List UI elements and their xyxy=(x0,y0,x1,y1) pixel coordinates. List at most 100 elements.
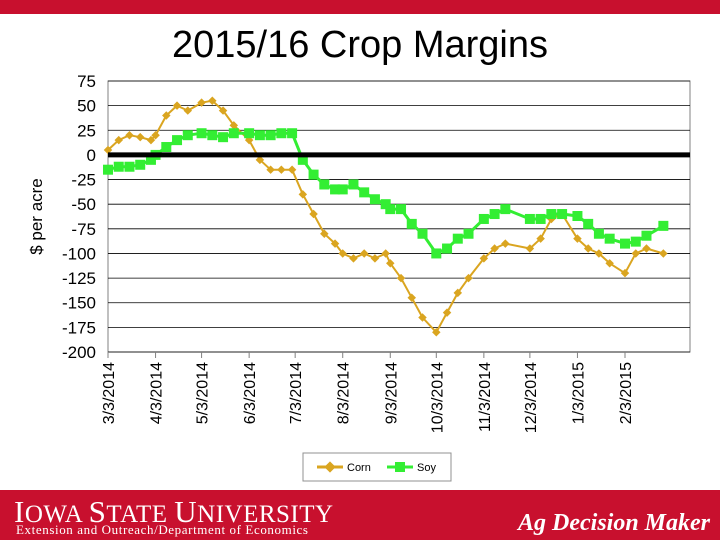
soy-point xyxy=(276,128,287,139)
legend-label: Corn xyxy=(347,462,371,474)
soy-point xyxy=(557,209,568,220)
corn-point xyxy=(381,249,390,258)
x-tick-label: 8/3/2014 xyxy=(336,362,353,424)
soy-point xyxy=(135,159,146,170)
corn-point xyxy=(172,101,182,110)
corn-point xyxy=(620,268,630,278)
corn-point xyxy=(418,313,427,322)
corn-point xyxy=(298,190,308,199)
corn-point xyxy=(114,135,123,145)
corn-point xyxy=(432,328,441,337)
soy-point xyxy=(265,130,276,141)
soy-point xyxy=(500,204,511,215)
soy-point xyxy=(330,184,341,195)
soy-point xyxy=(182,130,193,141)
corn-point xyxy=(151,130,160,140)
x-tick-label: 2/3/2015 xyxy=(618,362,635,424)
soy-point xyxy=(452,233,463,244)
corn-point xyxy=(464,273,473,283)
legend-marker-corn xyxy=(324,461,336,473)
corn-point xyxy=(386,259,395,268)
brand-logo: Ag Decision Maker xyxy=(518,510,710,536)
corn-point xyxy=(162,111,171,120)
corn-point xyxy=(396,273,406,283)
footer-subtitle: Extension and Outreach/Department of Eco… xyxy=(16,522,309,537)
y-tick-label: -175 xyxy=(62,318,96,337)
y-tick-label: -75 xyxy=(71,220,96,239)
soy-point xyxy=(524,213,535,224)
soy-point xyxy=(396,204,407,215)
legend-label: Soy xyxy=(417,462,436,474)
corn-point xyxy=(338,249,347,258)
y-tick-label: -50 xyxy=(71,195,96,214)
corn-point xyxy=(349,254,358,263)
corn-point xyxy=(359,249,369,258)
soy-point xyxy=(103,164,113,175)
page-title: 2015/16 Crop Margins xyxy=(172,24,548,66)
corn-point xyxy=(183,106,193,115)
corn-point xyxy=(442,308,452,317)
footer-bar xyxy=(0,490,720,540)
corn-point xyxy=(479,254,489,263)
plot-area xyxy=(107,80,691,353)
soy-point xyxy=(348,179,359,190)
soy-point xyxy=(207,130,218,141)
x-tick-label: 9/3/2014 xyxy=(383,362,400,424)
corn-point xyxy=(320,229,329,238)
corn-point xyxy=(197,98,206,107)
x-tick-label: 11/3/2014 xyxy=(477,362,494,432)
crop-margins-chart: 75 50 25 0 -25 -50 -75 -100 -125 -150 -175 -200 $ pe… xyxy=(27,72,691,482)
y-tick-label: 25 xyxy=(77,121,96,140)
x-tick-label: 3/3/2014 xyxy=(101,362,118,424)
corn-point xyxy=(146,135,156,145)
soy-point xyxy=(113,161,124,172)
corn-point xyxy=(407,293,416,303)
x-tick-label: 5/3/2014 xyxy=(195,362,212,424)
top-accent-bar xyxy=(0,0,720,14)
soy-point xyxy=(161,142,172,153)
corn-point xyxy=(103,145,113,155)
soy-point xyxy=(658,220,669,231)
soy-point xyxy=(196,128,207,139)
y-tick-label: -100 xyxy=(62,244,96,263)
soy-point xyxy=(417,228,428,239)
corn-point xyxy=(266,165,275,174)
soy-point xyxy=(244,128,255,139)
soy-point xyxy=(337,184,348,195)
soy-point xyxy=(385,204,396,215)
corn-point xyxy=(330,239,340,248)
soy-point xyxy=(442,243,453,254)
soy-point xyxy=(319,179,330,190)
soy-point xyxy=(478,213,489,224)
corn-point xyxy=(605,259,614,268)
corn-point xyxy=(208,96,217,105)
y-tick-label: -150 xyxy=(62,294,96,313)
corn-point xyxy=(370,254,380,263)
university-logo: IOWA STATE UNIVERSITY xyxy=(14,494,334,529)
x-tick-label: 4/3/2014 xyxy=(149,362,166,424)
corn-point xyxy=(501,239,510,248)
legend-marker-soy xyxy=(395,462,405,472)
soy-point xyxy=(630,236,641,247)
soy-point xyxy=(297,154,308,165)
soy-point xyxy=(431,248,442,259)
soy-point xyxy=(369,194,380,205)
corn-point xyxy=(135,132,145,142)
corn-point xyxy=(453,288,463,298)
y-tick-label: -200 xyxy=(62,343,96,362)
soy-point xyxy=(308,169,319,180)
y-tick-label: 50 xyxy=(77,97,96,116)
y-tick-label: 75 xyxy=(77,72,96,91)
corn-point xyxy=(490,244,499,253)
soy-point xyxy=(254,130,265,141)
x-tick-label: 12/3/2014 xyxy=(523,362,540,433)
x-tick-label: 7/3/2014 xyxy=(288,362,305,424)
corn-point xyxy=(255,155,265,165)
soy-point xyxy=(172,135,183,146)
y-tick-label: 0 xyxy=(87,146,96,165)
soy-point xyxy=(604,233,615,244)
corn-point xyxy=(229,121,239,130)
soy-point xyxy=(620,238,630,249)
x-tick-label: 6/3/2014 xyxy=(242,362,259,424)
corn-point xyxy=(309,209,318,219)
